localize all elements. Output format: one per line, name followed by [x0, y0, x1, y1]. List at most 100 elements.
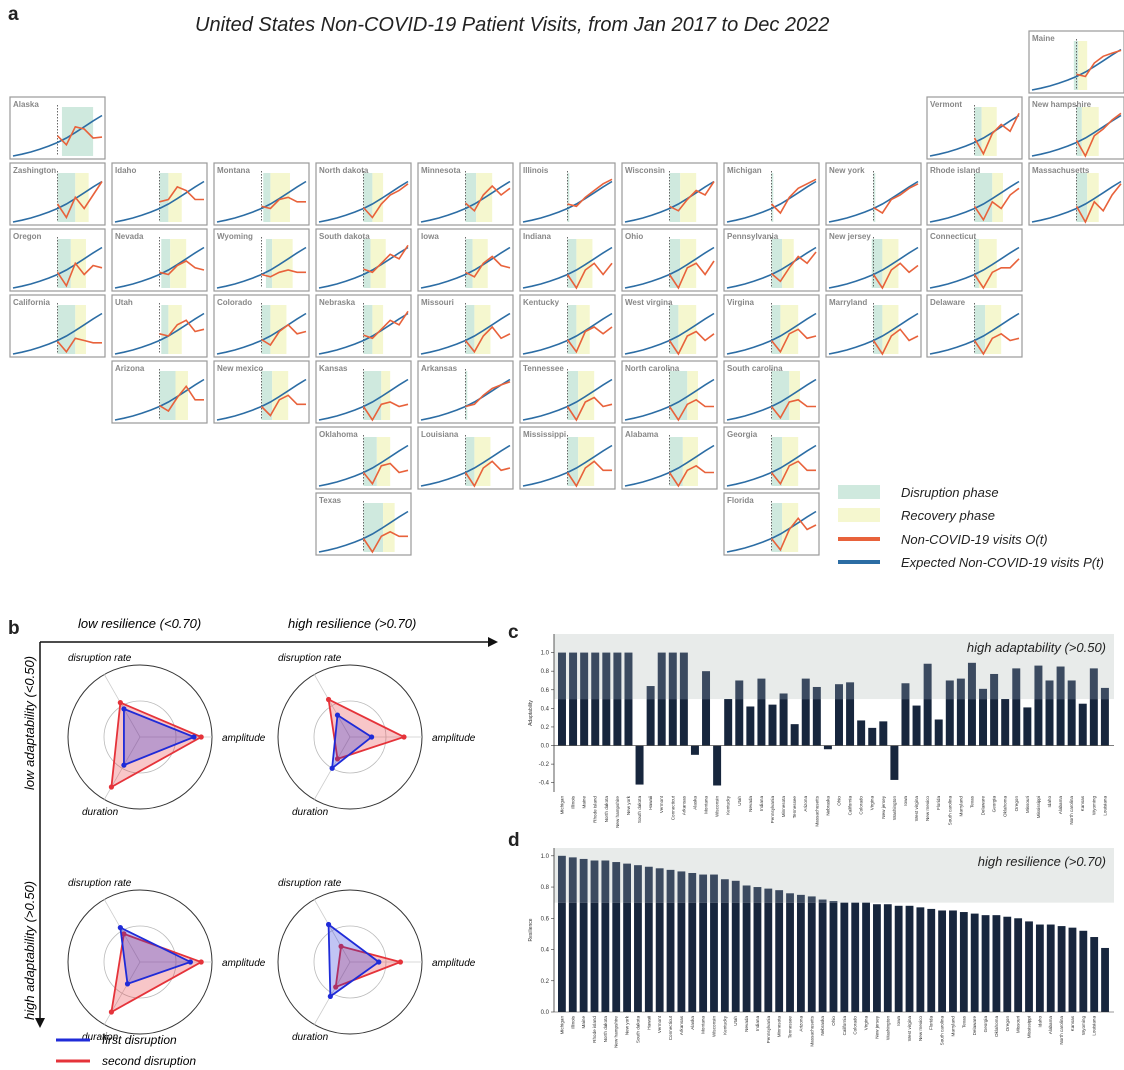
observed-line [566, 396, 613, 422]
x-tick-label: New mexico [918, 1016, 923, 1041]
bar-upper [967, 662, 976, 700]
bar-upper [753, 887, 762, 903]
state-name: Tennessee [523, 364, 564, 373]
bar [990, 699, 999, 746]
bar-upper [818, 899, 827, 903]
x-tick-label: West virgina [907, 1016, 912, 1042]
radar-chart: disruption rate amplitude duration [277, 878, 476, 1043]
y-tick-label: 1.0 [541, 854, 550, 860]
state-name: Kentucky [523, 298, 560, 307]
bar [1001, 699, 1010, 746]
state-panel: Kentucky [519, 294, 616, 358]
state-name: Zashington [13, 166, 56, 175]
bar-upper [679, 652, 688, 700]
radar-axis-rate: disruption rate [68, 878, 132, 889]
expected-line [1031, 180, 1122, 223]
x-tick-label: Wyoming [1091, 796, 1096, 816]
observed-line [159, 260, 205, 276]
observed-line [566, 460, 612, 488]
bar-upper [786, 893, 794, 903]
disruption-band [161, 305, 169, 354]
y-axis-label: Resilience [528, 918, 534, 941]
bar [1023, 707, 1032, 746]
observed-line [668, 260, 715, 290]
bar-upper [568, 857, 577, 903]
observed-line [362, 183, 409, 219]
first-disruption-area [327, 922, 381, 999]
bar-upper [742, 885, 751, 903]
disruption-band [771, 437, 783, 486]
x-tick-label: North dakota [604, 796, 609, 823]
recovery-band [383, 503, 395, 552]
bar [742, 902, 751, 1012]
observed-line [770, 398, 816, 420]
observed-line [566, 262, 613, 290]
observed-line [770, 517, 817, 552]
first-disruption-point [327, 993, 333, 999]
bar [1100, 699, 1109, 746]
bar-upper [601, 860, 610, 903]
bar [1046, 924, 1055, 1012]
expected-line [12, 312, 103, 355]
disruption-band [363, 305, 373, 354]
x-tick-label: North dakota [603, 1016, 608, 1043]
legend-recovery-label: Recovery phase [901, 508, 995, 523]
bar-upper [807, 896, 816, 903]
y-axis-label: Adaptability [528, 700, 534, 726]
recovery-band [372, 305, 384, 354]
state-name: Ohio [625, 232, 643, 241]
x-tick-label: Nebraska [820, 1016, 825, 1036]
state-name: Alabama [625, 430, 659, 439]
state-name: Michigan [727, 166, 762, 175]
x-tick-label: Nebraska [825, 796, 830, 816]
bar [613, 699, 622, 746]
bar [764, 902, 773, 1012]
x-tick-label: Delaware [972, 1016, 977, 1036]
observed-line [668, 464, 714, 488]
state-name: Pennsylvania [727, 232, 779, 241]
state-name: Nebraska [319, 298, 356, 307]
observed-line [668, 398, 714, 422]
disruption-band [771, 173, 774, 222]
expected-line [12, 180, 103, 223]
expected-line [318, 312, 409, 355]
bar-upper [1012, 668, 1021, 700]
state-panel: Illinois [519, 162, 616, 226]
recovery-band [992, 173, 1003, 222]
expected-line [420, 246, 511, 289]
x-tick-label: Arkansas [681, 795, 686, 815]
state-panel: North dakota [315, 162, 412, 226]
state-name: Oklahoma [319, 430, 358, 439]
bar [1035, 924, 1044, 1012]
radar-axis-rate: disruption rate [68, 653, 132, 664]
disruption-band [363, 239, 371, 288]
recovery-band [168, 305, 182, 354]
disruption-band [567, 239, 577, 288]
recovery-band [789, 371, 800, 420]
x-tick-label: Marryland [958, 796, 963, 817]
state-name: New jersey [829, 232, 871, 241]
state-name: Nevada [115, 232, 144, 241]
bar [945, 699, 954, 746]
state-panel: New mexico [213, 360, 310, 424]
x-tick-label: North carolina [1069, 796, 1074, 825]
radar-spoke [313, 899, 351, 963]
bar-upper [657, 652, 666, 700]
radar-axis-duration: duration [82, 1032, 119, 1043]
radar-axis-duration: duration [292, 807, 329, 818]
x-tick-label: Massachusetts [814, 795, 819, 826]
bar [981, 915, 990, 1012]
state-name: Arizona [115, 364, 145, 373]
bar [668, 699, 677, 746]
observed-line [362, 530, 408, 554]
x-tick-label: Colorado [859, 796, 864, 815]
observed-line [159, 185, 204, 203]
disruption-band [57, 305, 76, 354]
x-tick-label: California [848, 796, 853, 816]
state-panel: Alaska [9, 96, 106, 160]
y-tick-label: 0.6 [541, 688, 550, 694]
state-panel: Wisconsin [621, 162, 718, 226]
bar-upper [569, 652, 578, 700]
bar [624, 699, 633, 746]
bar-upper [634, 865, 642, 903]
